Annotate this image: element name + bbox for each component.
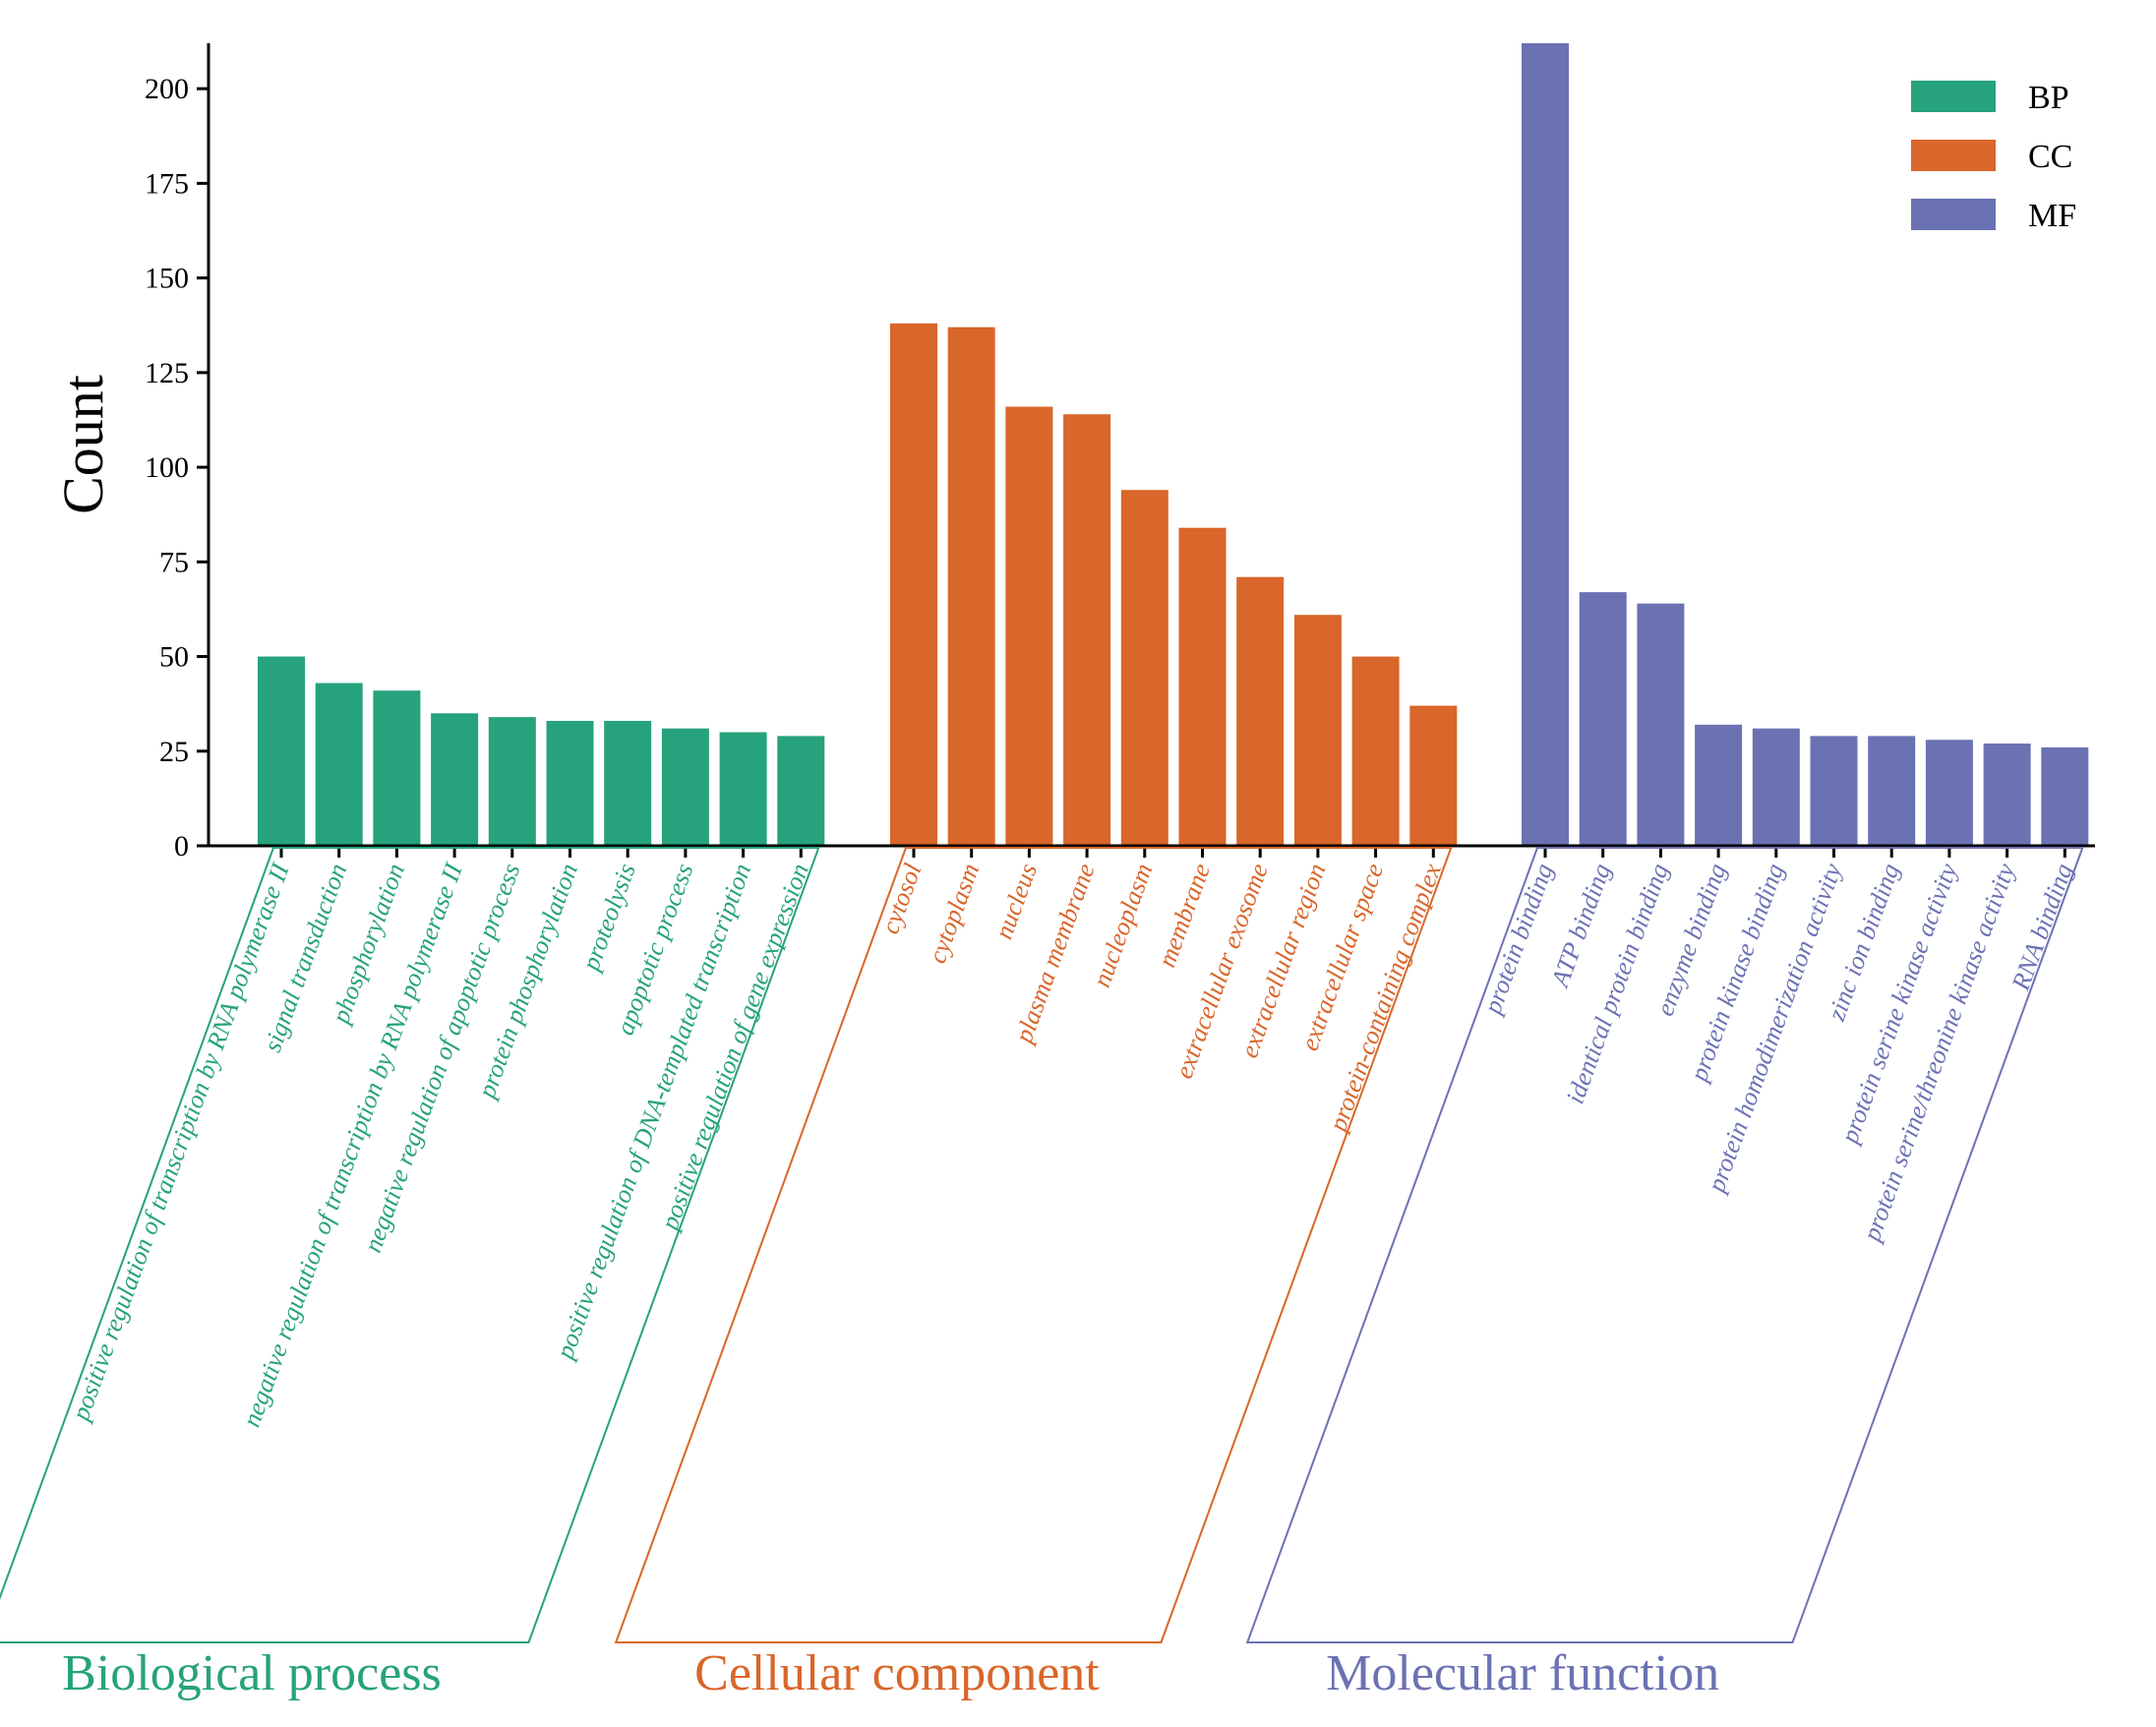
category-label: nucleoplasm xyxy=(1087,860,1158,990)
bar-cc xyxy=(947,327,995,846)
legend: BP CC MF xyxy=(1911,80,2076,234)
legend-label: CC xyxy=(2028,139,2072,175)
bar-mf xyxy=(1868,736,1916,846)
bar-bp xyxy=(546,720,594,846)
y-tick-label: 200 xyxy=(145,73,189,105)
bar-cc xyxy=(1063,414,1111,846)
y-tick-label: 150 xyxy=(145,263,189,295)
bar-bp xyxy=(661,728,709,846)
y-tick-label: 100 xyxy=(145,451,189,484)
bar-bp xyxy=(777,736,825,846)
bar-cc xyxy=(890,323,937,846)
bar-cc xyxy=(1236,576,1285,846)
bar-cc xyxy=(1409,705,1458,846)
bar-bp xyxy=(315,683,363,846)
group-brackets: Biological process Cellular component Mole… xyxy=(0,847,2084,1701)
bar-cc xyxy=(1351,656,1400,846)
group-title-cc: Cellular component xyxy=(694,1645,1100,1701)
group-title-bp: Biological process xyxy=(62,1645,442,1701)
bars xyxy=(258,43,2089,846)
bar-bp xyxy=(258,656,305,846)
group-bracket-cc xyxy=(614,847,1453,1643)
y-tick-label: 125 xyxy=(145,357,189,389)
bar-bp xyxy=(488,717,536,846)
category-label: positive regulation of transcription by … xyxy=(65,859,295,1426)
bar-bp xyxy=(431,713,479,846)
category-label: membrane xyxy=(1152,860,1216,971)
bar-mf xyxy=(1752,728,1800,846)
bar-mf xyxy=(1983,744,2031,846)
legend-swatch-mf xyxy=(1911,199,1996,230)
category-label: proteolysis xyxy=(575,860,641,976)
y-tick-label: 25 xyxy=(159,736,189,768)
category-label: nucleus xyxy=(989,860,1043,943)
bar-bp xyxy=(719,732,767,846)
bar-cc xyxy=(1293,615,1342,846)
bar-bp xyxy=(604,720,652,846)
bar-mf xyxy=(1579,592,1627,846)
bar-bp xyxy=(373,690,421,846)
y-tick-label: 50 xyxy=(159,641,189,674)
y-tick-label: 75 xyxy=(159,546,189,578)
bar-cc xyxy=(1178,527,1227,846)
group-title-mf: Molecular function xyxy=(1326,1645,1719,1701)
category-label: protein binding xyxy=(1477,860,1559,1019)
y-axis: 0 25 50 75 100 125 150 175 200 xyxy=(145,43,210,863)
bar-mf xyxy=(1810,736,1858,846)
y-tick-label: 175 xyxy=(145,167,189,200)
bar-mf xyxy=(1637,603,1685,846)
bar-mf xyxy=(1522,43,1569,846)
group-bracket-mf xyxy=(1245,847,2084,1643)
legend-swatch-cc xyxy=(1911,140,1996,171)
bar-cc xyxy=(1120,490,1168,846)
category-label: cytosol xyxy=(875,860,927,937)
group-bracket-bp xyxy=(0,847,820,1643)
legend-swatch-bp xyxy=(1911,81,1996,112)
y-tick-label: 0 xyxy=(174,830,189,863)
legend-label: BP xyxy=(2028,80,2069,116)
bar-mf xyxy=(1925,740,1973,846)
y-axis-label: Count xyxy=(51,375,115,514)
bar-mf xyxy=(1695,724,1743,846)
bar-mf xyxy=(2041,746,2089,846)
category-label: cytoplasm xyxy=(923,860,985,967)
category-label: RNA binding xyxy=(2006,860,2078,994)
legend-label: MF xyxy=(2028,198,2076,234)
category-labels: positive regulation of transcription by … xyxy=(65,859,2077,1431)
bar-cc xyxy=(1005,406,1053,846)
